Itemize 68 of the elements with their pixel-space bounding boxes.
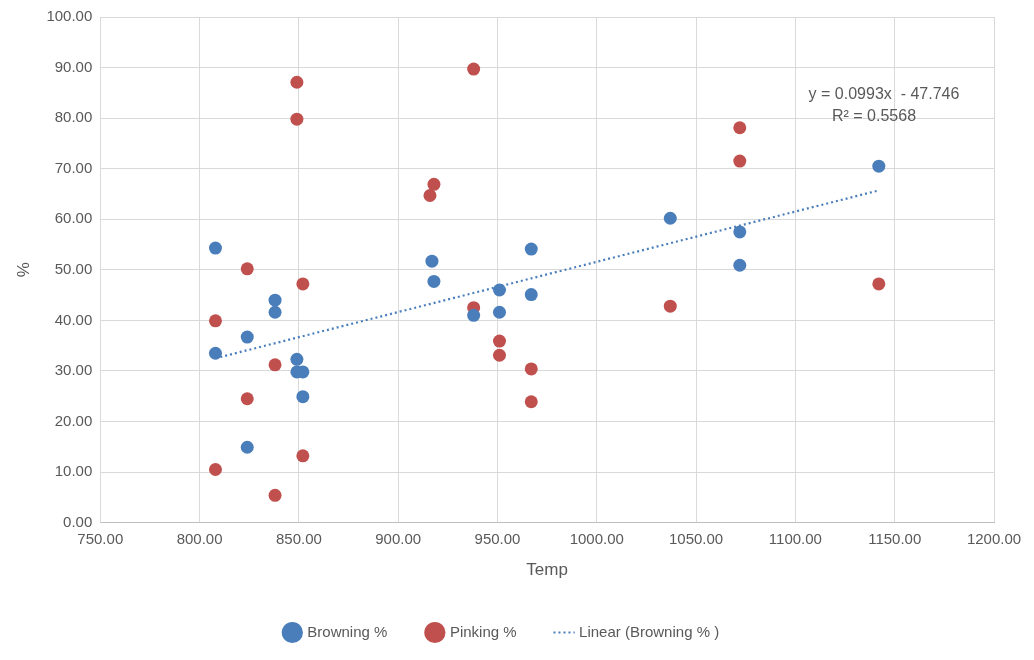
point [208, 346, 222, 360]
y-tick-label: 30.00 [54, 361, 93, 379]
point [492, 305, 506, 319]
point [240, 440, 254, 454]
point [208, 241, 222, 255]
point [240, 262, 254, 276]
x-tick-label: 950.00 [474, 529, 521, 547]
x-tick-label: 750.00 [77, 529, 124, 547]
y-tick-label: 70.00 [54, 158, 93, 176]
x-axis-title: Temp [526, 560, 568, 580]
x-tick-label: 1000.00 [569, 529, 624, 547]
y-axis-title: % [13, 262, 33, 278]
point [524, 395, 538, 409]
y-tick-label: 20.00 [54, 411, 93, 429]
point [524, 362, 538, 376]
annotation: y = 0.0993x - 47.746 [808, 85, 960, 103]
point [467, 308, 481, 322]
legend-label: Pinking % [449, 622, 517, 640]
point [268, 488, 282, 502]
point [268, 305, 282, 319]
y-tick-label: 0.00 [63, 512, 93, 530]
y-tick-label: 60.00 [54, 209, 93, 227]
point [733, 225, 747, 239]
point [423, 188, 437, 202]
x-tick-label: 900.00 [375, 529, 422, 547]
x-tick-label: 1200.00 [966, 529, 1022, 547]
point [296, 390, 310, 404]
point [296, 277, 310, 291]
point [208, 463, 222, 477]
point [663, 211, 677, 225]
point [467, 62, 481, 76]
point [290, 75, 304, 89]
point [240, 392, 254, 406]
point [872, 277, 886, 291]
legend-label: Browning % [307, 622, 388, 640]
point [492, 283, 506, 297]
point [427, 177, 441, 191]
point [492, 334, 506, 348]
x-tick-label: 800.00 [176, 529, 223, 547]
point [492, 348, 506, 362]
point [296, 449, 310, 463]
y-tick-label: 100.00 [46, 7, 93, 25]
point [290, 352, 304, 366]
point [663, 299, 677, 313]
point [208, 314, 222, 328]
y-tick-label: 80.00 [54, 108, 93, 126]
x-tick-label: 1150.00 [868, 529, 922, 547]
y-tick-label: 50.00 [54, 259, 93, 277]
y-tick-label: 40.00 [54, 310, 93, 328]
annotation: R² = 0.5568 [831, 107, 917, 125]
point [733, 258, 747, 272]
point [733, 154, 747, 168]
legend-label: Linear (Browning % ) [579, 622, 720, 640]
point [733, 121, 747, 135]
point [240, 330, 254, 344]
point [268, 293, 282, 307]
point [427, 274, 441, 288]
point [872, 159, 886, 173]
x-tick-label: 1050.00 [668, 529, 724, 547]
x-tick-label: 850.00 [275, 529, 322, 547]
x-tick-label: 1100.00 [768, 529, 822, 547]
point [524, 288, 538, 302]
y-tick-label: 10.00 [54, 462, 93, 480]
point [290, 112, 304, 126]
point [268, 358, 282, 372]
point [524, 242, 538, 256]
y-tick-label: 90.00 [54, 57, 93, 75]
point [425, 254, 439, 268]
